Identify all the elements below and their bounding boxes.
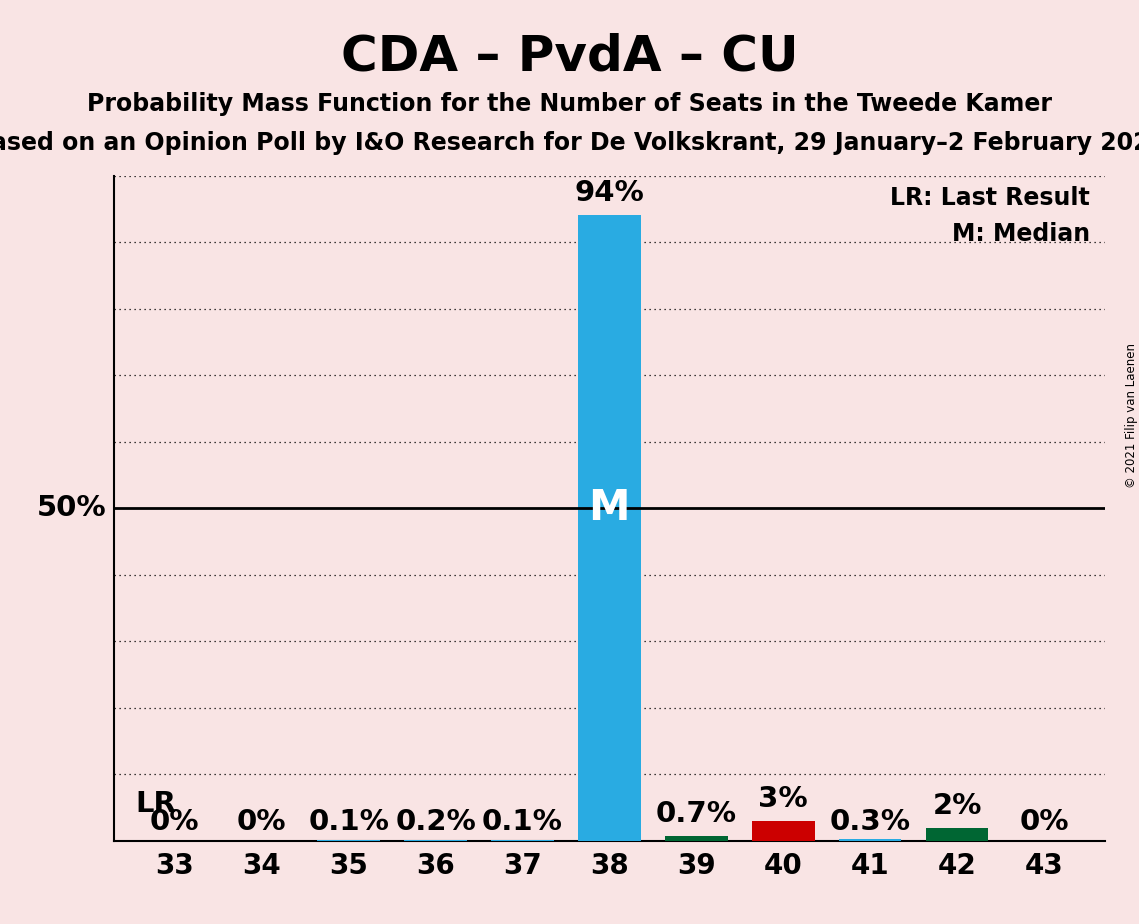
Text: 2%: 2% [933, 792, 982, 820]
Text: Based on an Opinion Poll by I&O Research for De Volkskrant, 29 January–2 Februar: Based on an Opinion Poll by I&O Research… [0, 131, 1139, 155]
Text: 0.3%: 0.3% [829, 808, 911, 835]
Text: 0%: 0% [237, 808, 286, 835]
Text: 0%: 0% [1019, 808, 1068, 835]
Bar [579, 215, 640, 841]
Text: 0.1%: 0.1% [309, 808, 390, 835]
Bar [838, 839, 901, 841]
Bar [752, 821, 814, 841]
Bar [665, 836, 728, 841]
Text: 0.2%: 0.2% [395, 808, 476, 835]
Text: 50%: 50% [36, 494, 106, 522]
Text: 0.7%: 0.7% [656, 800, 737, 828]
Text: 94%: 94% [574, 179, 645, 208]
Text: Probability Mass Function for the Number of Seats in the Tweede Kamer: Probability Mass Function for the Number… [87, 92, 1052, 116]
Bar [926, 828, 989, 841]
Text: 0.1%: 0.1% [482, 808, 563, 835]
Text: LR: Last Result: LR: Last Result [891, 186, 1090, 210]
Text: 0%: 0% [150, 808, 199, 835]
Text: LR: LR [136, 790, 177, 819]
Bar [404, 840, 467, 841]
Text: CDA – PvdA – CU: CDA – PvdA – CU [341, 32, 798, 80]
Text: M: M [589, 487, 630, 529]
Text: 3%: 3% [759, 784, 808, 813]
Text: M: Median: M: Median [952, 222, 1090, 246]
Text: © 2021 Filip van Laenen: © 2021 Filip van Laenen [1124, 344, 1138, 488]
